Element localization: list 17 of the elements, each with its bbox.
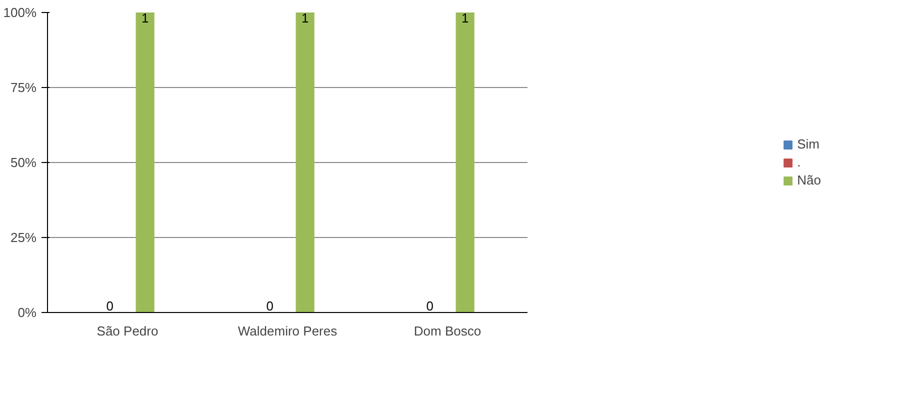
data-label: 0 (106, 298, 114, 314)
y-tick-label: 100% (3, 5, 37, 20)
data-label: 1 (141, 10, 149, 26)
x-tick-label: Dom Bosco (414, 324, 482, 338)
data-label: 1 (461, 10, 469, 26)
y-tick-label: 75% (10, 80, 37, 95)
data-label: 1 (301, 10, 309, 26)
y-tick-label: 25% (10, 230, 37, 245)
y-tick-label: 50% (10, 155, 37, 170)
data-label: 0 (426, 298, 434, 314)
x-tick-label: Waldemiro Peres (238, 324, 338, 338)
legend-label: Não (797, 172, 821, 188)
legend-label: . (797, 154, 802, 170)
x-tick-label: São Pedro (96, 324, 158, 338)
y-tick-label: 0% (18, 305, 37, 320)
data-label: 0 (266, 298, 274, 314)
legend-label: Sim (797, 136, 820, 152)
